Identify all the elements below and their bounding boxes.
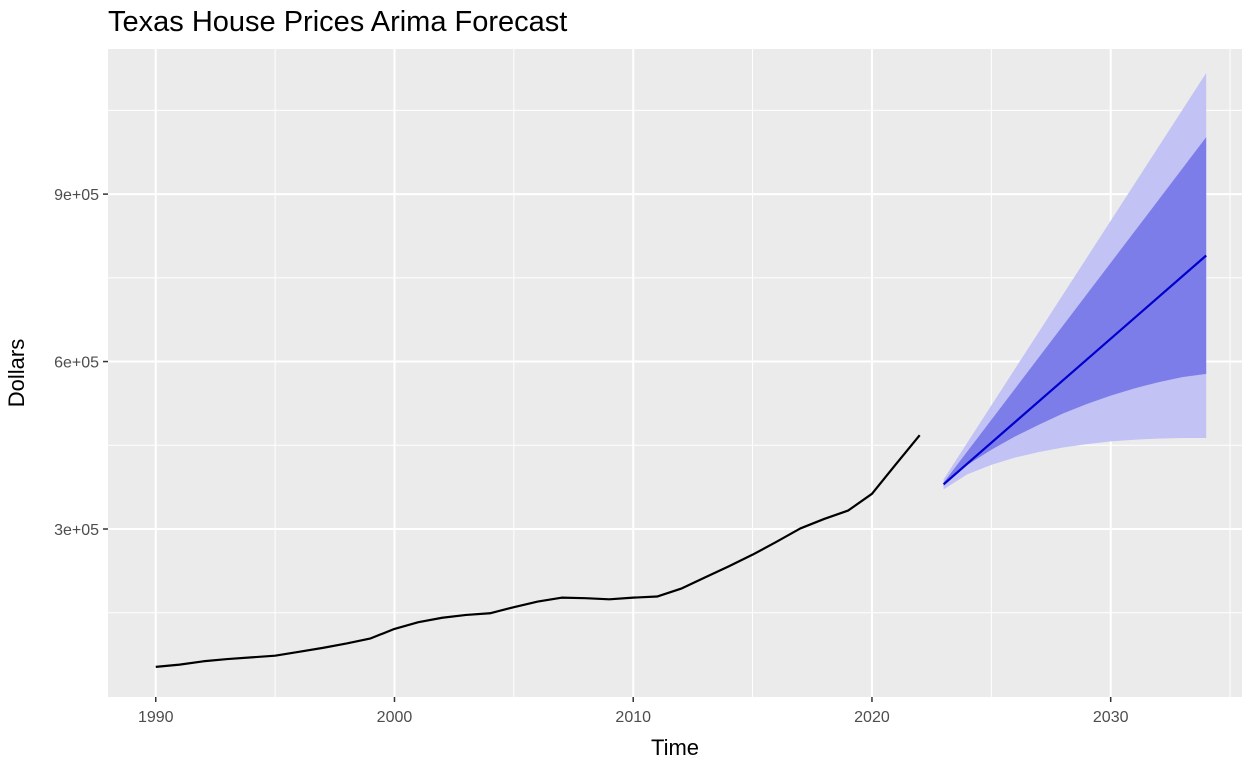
- x-tick-label: 2020: [854, 709, 890, 726]
- prediction-intervals: [943, 73, 1207, 490]
- x-tick-label: 2030: [1093, 709, 1129, 726]
- y-axis-title: Dollars: [4, 339, 29, 407]
- axis-ticks: 1990 2000 2010 2020 2030 3e+05 6e+05 9e+05: [54, 187, 1129, 726]
- x-tick-label: 2010: [615, 709, 651, 726]
- series-lines: [155, 254, 1207, 668]
- y-tick-label: 3e+05: [54, 522, 99, 539]
- history-line: [155, 434, 921, 668]
- x-tick-label: 2000: [377, 709, 413, 726]
- y-tick-label: 6e+05: [54, 355, 99, 372]
- x-tick-label: 1990: [138, 709, 174, 726]
- forecast-line: [942, 254, 1207, 486]
- x-axis-title: Time: [651, 735, 699, 760]
- chart-title: Texas House Prices Arima Forecast: [108, 6, 567, 38]
- pi80-band: [943, 137, 1207, 487]
- y-tick-label: 9e+05: [54, 187, 99, 204]
